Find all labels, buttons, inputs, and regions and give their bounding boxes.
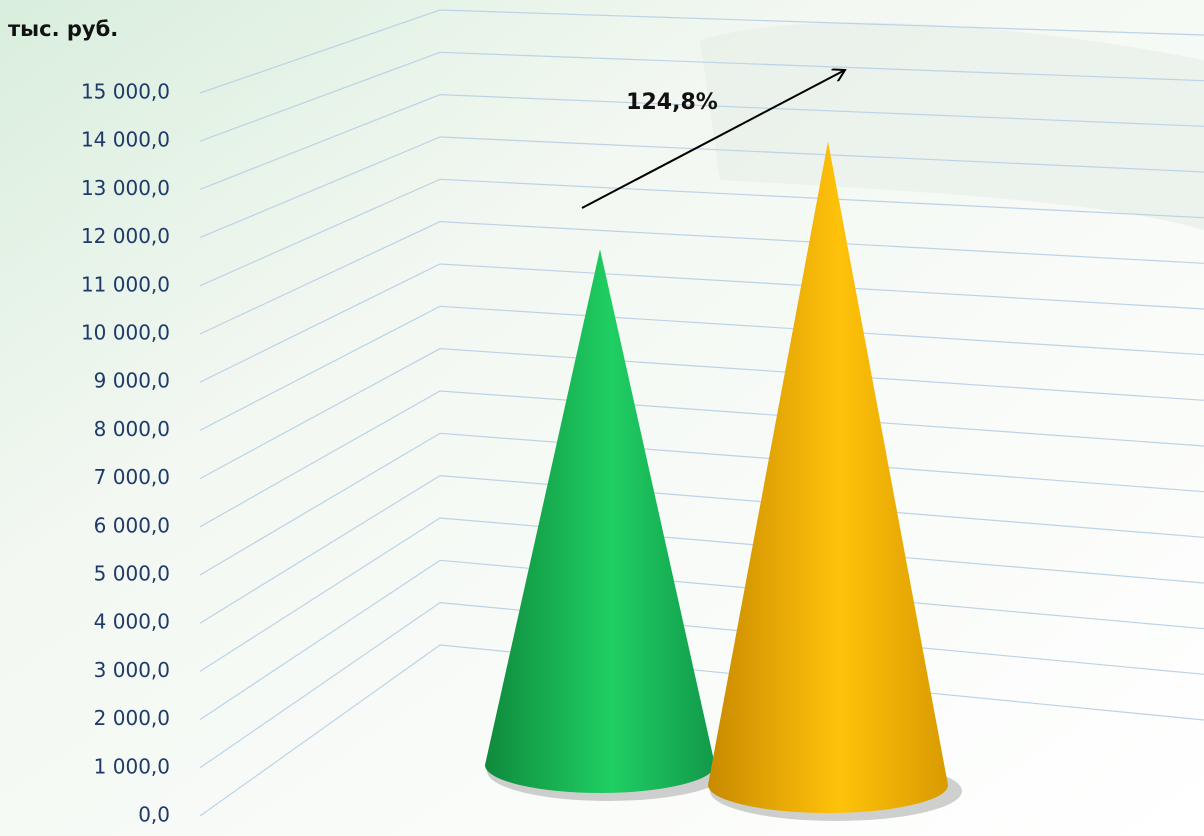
- grid-line: [199, 221, 1204, 335]
- grid-line: [199, 475, 1204, 624]
- y-tick-label: 8 000,0: [94, 417, 170, 441]
- grid-line: [199, 559, 1204, 721]
- growth-arrow: [581, 70, 845, 209]
- grid-line: [199, 178, 1204, 287]
- y-tick-label: 4 000,0: [94, 610, 170, 634]
- grid-line: [199, 305, 1204, 431]
- grid-line: [199, 517, 1204, 672]
- y-tick-label: 15 000,0: [81, 80, 170, 104]
- y-tick-label: 5 000,0: [94, 562, 170, 586]
- y-tick-label: 10 000,0: [81, 321, 170, 345]
- y-tick-label: 9 000,0: [94, 369, 170, 393]
- cone: [708, 141, 962, 821]
- y-tick-label: 6 000,0: [94, 513, 170, 537]
- grid-line: [199, 9, 1204, 94]
- y-tick-label: 3 000,0: [94, 658, 170, 682]
- y-tick-label: 14 000,0: [81, 128, 170, 152]
- cone: [485, 249, 729, 801]
- y-tick-label: 11 000,0: [81, 272, 170, 296]
- grid-line: [199, 348, 1204, 480]
- grid-line: [199, 51, 1204, 142]
- cone-body: [485, 249, 715, 793]
- grid-line: [199, 602, 1204, 769]
- grid-line: [199, 136, 1204, 239]
- grid-line: [199, 263, 1204, 383]
- y-tick-label: 13 000,0: [81, 176, 170, 200]
- cone-body: [708, 141, 948, 813]
- annotation: 124,8%: [626, 90, 718, 115]
- y-tick-label: 0,0: [138, 803, 170, 827]
- grid-line: [199, 432, 1204, 576]
- y-tick-label: 7 000,0: [94, 465, 170, 489]
- y-tick-label: 1 000,0: [94, 754, 170, 778]
- y-tick-label: 12 000,0: [81, 224, 170, 248]
- y-tick-label: 2 000,0: [94, 706, 170, 730]
- grid-line: [199, 390, 1204, 528]
- grid-line: [199, 644, 1204, 817]
- grid-line: [199, 94, 1204, 190]
- y-axis-label: тыс. руб.: [8, 17, 118, 41]
